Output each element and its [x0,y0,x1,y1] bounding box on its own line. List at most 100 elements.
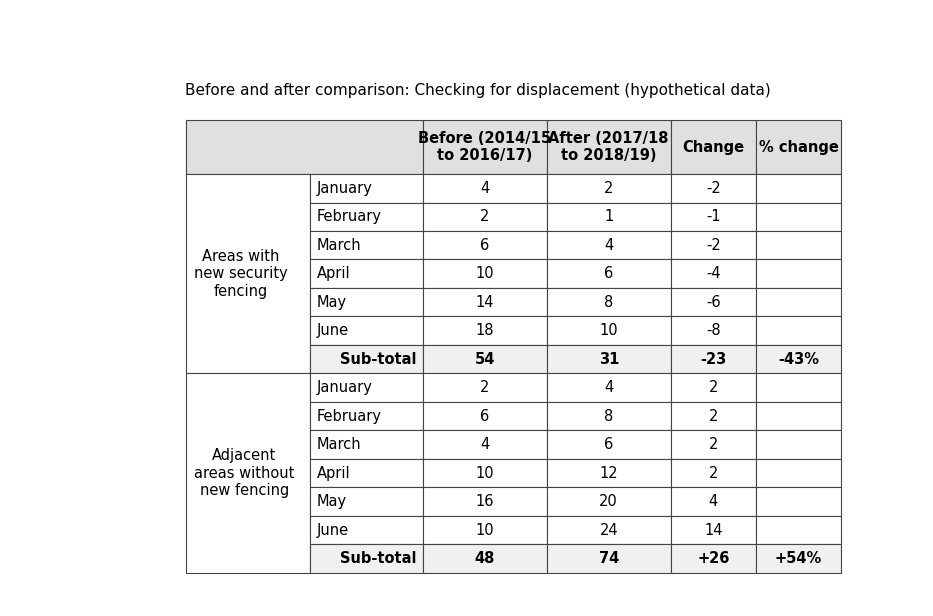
Text: 14: 14 [704,522,723,538]
Text: April: April [316,266,350,282]
Bar [423,373,547,402]
Bar [311,459,423,487]
Text: -23: -23 [701,352,727,367]
Bar [671,487,756,516]
Text: 54: 54 [475,352,494,367]
Bar [311,288,423,317]
Text: 4: 4 [605,238,613,253]
Text: 2: 2 [480,209,490,224]
Text: 4: 4 [480,180,490,196]
Bar [311,373,423,402]
Bar [671,259,756,288]
Text: 14: 14 [476,294,494,310]
Text: 8: 8 [605,408,613,424]
Text: 20: 20 [599,494,619,509]
Bar [547,459,671,487]
Bar [423,317,547,345]
Text: 6: 6 [480,238,490,253]
Bar [671,317,756,345]
Text: March: March [316,437,361,452]
Bar [756,545,842,573]
Bar [423,431,547,459]
Bar [756,516,842,545]
Bar [311,317,423,345]
Text: Change: Change [682,140,745,155]
Bar [547,259,671,288]
Bar [311,402,423,431]
Bar [756,120,842,174]
Text: +54%: +54% [775,551,822,566]
Bar [547,516,671,545]
Bar [756,317,842,345]
Text: February: February [316,408,382,424]
Text: June: June [316,522,349,538]
Bar [671,345,756,373]
Text: 1: 1 [605,209,613,224]
Text: 48: 48 [475,551,494,566]
Text: After (2017/18
to 2018/19): After (2017/18 to 2018/19) [549,131,669,163]
Text: -8: -8 [706,323,720,338]
Text: Adjacent
areas without
new fencing: Adjacent areas without new fencing [194,448,295,498]
Bar [671,459,756,487]
Bar [547,373,671,402]
Text: 10: 10 [476,522,494,538]
Bar [311,231,423,259]
Bar [756,431,842,459]
Text: 24: 24 [599,522,618,538]
Bar [547,231,671,259]
Bar [311,259,423,288]
Text: 2: 2 [480,380,490,395]
Text: Before and after comparison: Checking for displacement (hypothetical data): Before and after comparison: Checking fo… [186,83,771,99]
Text: -4: -4 [706,266,720,282]
Text: 4: 4 [480,437,490,452]
Bar [423,259,547,288]
Bar [423,402,547,431]
Bar [423,345,547,373]
Text: February: February [316,209,382,224]
Text: % change: % change [759,140,839,155]
Bar [756,373,842,402]
Bar [671,516,756,545]
Bar [547,545,671,573]
Bar [547,402,671,431]
Bar [311,431,423,459]
Bar [311,487,423,516]
Bar [311,516,423,545]
Bar [547,174,671,203]
Text: January: January [316,380,372,395]
Bar [671,545,756,573]
Bar [547,288,671,317]
Bar [756,231,842,259]
Text: 2: 2 [709,437,718,452]
Text: June: June [316,323,349,338]
Bar [671,120,756,174]
Bar [671,203,756,231]
Bar [187,120,423,174]
Text: Before (2014/15
to 2016/17): Before (2014/15 to 2016/17) [418,131,551,163]
Text: March: March [316,238,361,253]
Text: Areas with
new security
fencing: Areas with new security fencing [194,249,288,299]
Bar [756,174,842,203]
Bar [671,288,756,317]
Text: 2: 2 [709,408,718,424]
Bar [756,487,842,516]
Text: 4: 4 [709,494,718,509]
Text: Sub-total: Sub-total [340,551,416,566]
Text: 12: 12 [599,466,618,480]
Bar [423,459,547,487]
Text: 16: 16 [476,494,494,509]
Bar [311,545,423,573]
Text: 6: 6 [605,437,613,452]
Bar [423,120,547,174]
Bar [423,487,547,516]
Bar [547,345,671,373]
Bar [547,487,671,516]
Text: +26: +26 [697,551,730,566]
Text: 10: 10 [476,266,494,282]
Bar [423,545,547,573]
Bar [756,259,842,288]
Bar [547,203,671,231]
Bar [756,459,842,487]
Bar [187,373,311,573]
Text: January: January [316,180,372,196]
